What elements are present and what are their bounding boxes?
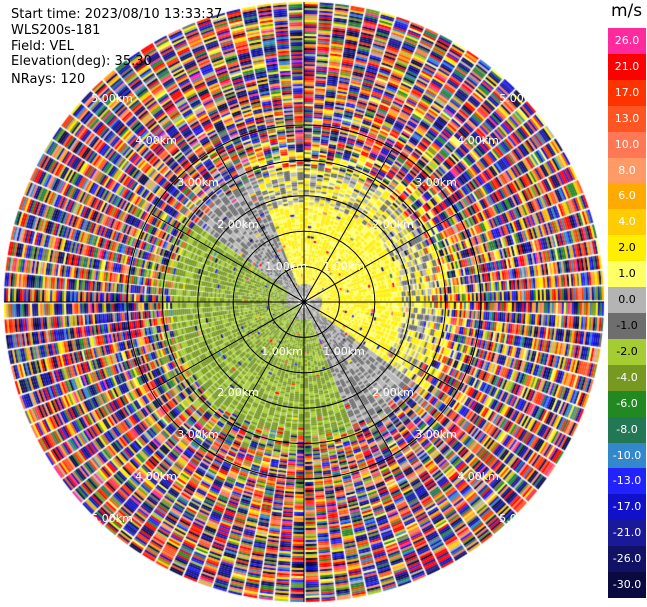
colorbar-tick-label: -4.0: [616, 370, 638, 384]
colorbar-segment: [608, 338, 646, 366]
colorbar-segment: [608, 546, 646, 573]
colorbar-segment: [608, 105, 646, 133]
colorbar-tick-label: -21.0: [612, 526, 642, 540]
range-ring-label: 2.00km: [217, 386, 259, 399]
colorbar-tick-label: 0.0: [618, 293, 636, 307]
colorbar-tick-label: -6.0: [616, 396, 638, 410]
range-ring-label: 2.00km: [372, 386, 414, 399]
colorbar-tick-label: 17.0: [614, 85, 640, 99]
range-ring-label: 5.00km: [91, 92, 133, 105]
colorbar-tick-label: 21.0: [614, 59, 640, 73]
colorbar-tick-label: 1.0: [618, 267, 636, 281]
range-ring-label: 3.00km: [177, 176, 219, 189]
range-ring-label: 5.00km: [499, 92, 541, 105]
colorbar-tick-label: 2.0: [618, 241, 636, 255]
colorbar-segment: [608, 28, 646, 55]
colorbar-tick-label: 8.0: [618, 163, 636, 177]
colorbar-segment: [608, 261, 646, 288]
colorbar-segment: [608, 416, 646, 444]
colorbar-segment: [608, 520, 646, 547]
instrument-label: WLS200s-181: [11, 23, 101, 38]
colorbar-segment: [608, 79, 646, 107]
colorbar-segment: [608, 494, 646, 521]
colorbar-tick-label: 13.0: [614, 111, 640, 125]
range-ring-label: 4.00km: [457, 470, 499, 483]
range-ring-label: 5.00km: [91, 512, 133, 525]
range-ring-label: 4.00km: [457, 134, 499, 147]
range-ring-label: 3.00km: [177, 428, 219, 441]
colorbar-segment: [608, 157, 646, 184]
colorbar-tick-label: 4.0: [618, 215, 636, 229]
range-ring-label: 3.00km: [415, 428, 457, 441]
colorbar-tick-label: -8.0: [616, 422, 638, 436]
range-ring-label: 5.00km: [499, 512, 541, 525]
colorbar-unit: m/s: [611, 1, 643, 21]
range-ring-label: 1.00km: [265, 260, 307, 273]
colorbar-segment: [608, 313, 646, 340]
colorbar-tick-label: -2.0: [616, 344, 638, 358]
azimuth-line: [215, 149, 393, 455]
colorbar-segment: [608, 442, 646, 469]
colorbar-segment: [608, 209, 646, 236]
colorbar-segment: [608, 53, 646, 81]
colorbar-tick-label: -17.0: [612, 500, 642, 514]
colorbar-segment: [608, 183, 646, 210]
range-ring-label: 2.00km: [372, 218, 414, 231]
colorbar-segment: [608, 468, 646, 495]
elevation-label: Elevation(deg): 35.30: [11, 54, 152, 69]
start-time-label: Start time: 2023/08/10 13:33:37: [11, 7, 223, 22]
range-ring-label: 4.00km: [135, 470, 177, 483]
nrays-label: NRays: 120: [11, 72, 86, 87]
field-label: Field: VEL: [11, 39, 74, 54]
colorbar-segment: [608, 572, 646, 599]
colorbar-tick-label: -30.0: [612, 578, 642, 592]
range-ring-label: 1.00km: [261, 345, 303, 358]
colorbar-segment: [608, 364, 646, 392]
colorbar-tick-label: -10.0: [612, 448, 642, 462]
colorbar-tick-label: 6.0: [618, 189, 636, 203]
range-ring-label: 2.00km: [217, 218, 259, 231]
colorbar-tick-label: -13.0: [612, 474, 642, 488]
colorbar-tick-label: -26.0: [612, 552, 642, 566]
colorbar-segment: [608, 131, 646, 159]
colorbar-segment: [608, 287, 646, 314]
colorbar-tick-label: 10.0: [614, 137, 640, 151]
range-ring-label: 1.00km: [323, 345, 365, 358]
range-ring-label: 3.00km: [415, 176, 457, 189]
colorbar-segment: [608, 235, 646, 262]
colorbar: [608, 28, 646, 599]
colorbar-segment: [608, 390, 646, 418]
range-ring-label: 4.00km: [135, 134, 177, 147]
colorbar-tick-label: 26.0: [614, 33, 640, 47]
range-ring-label: 1.00km: [323, 260, 365, 273]
colorbar-tick-label: -1.0: [616, 318, 638, 332]
